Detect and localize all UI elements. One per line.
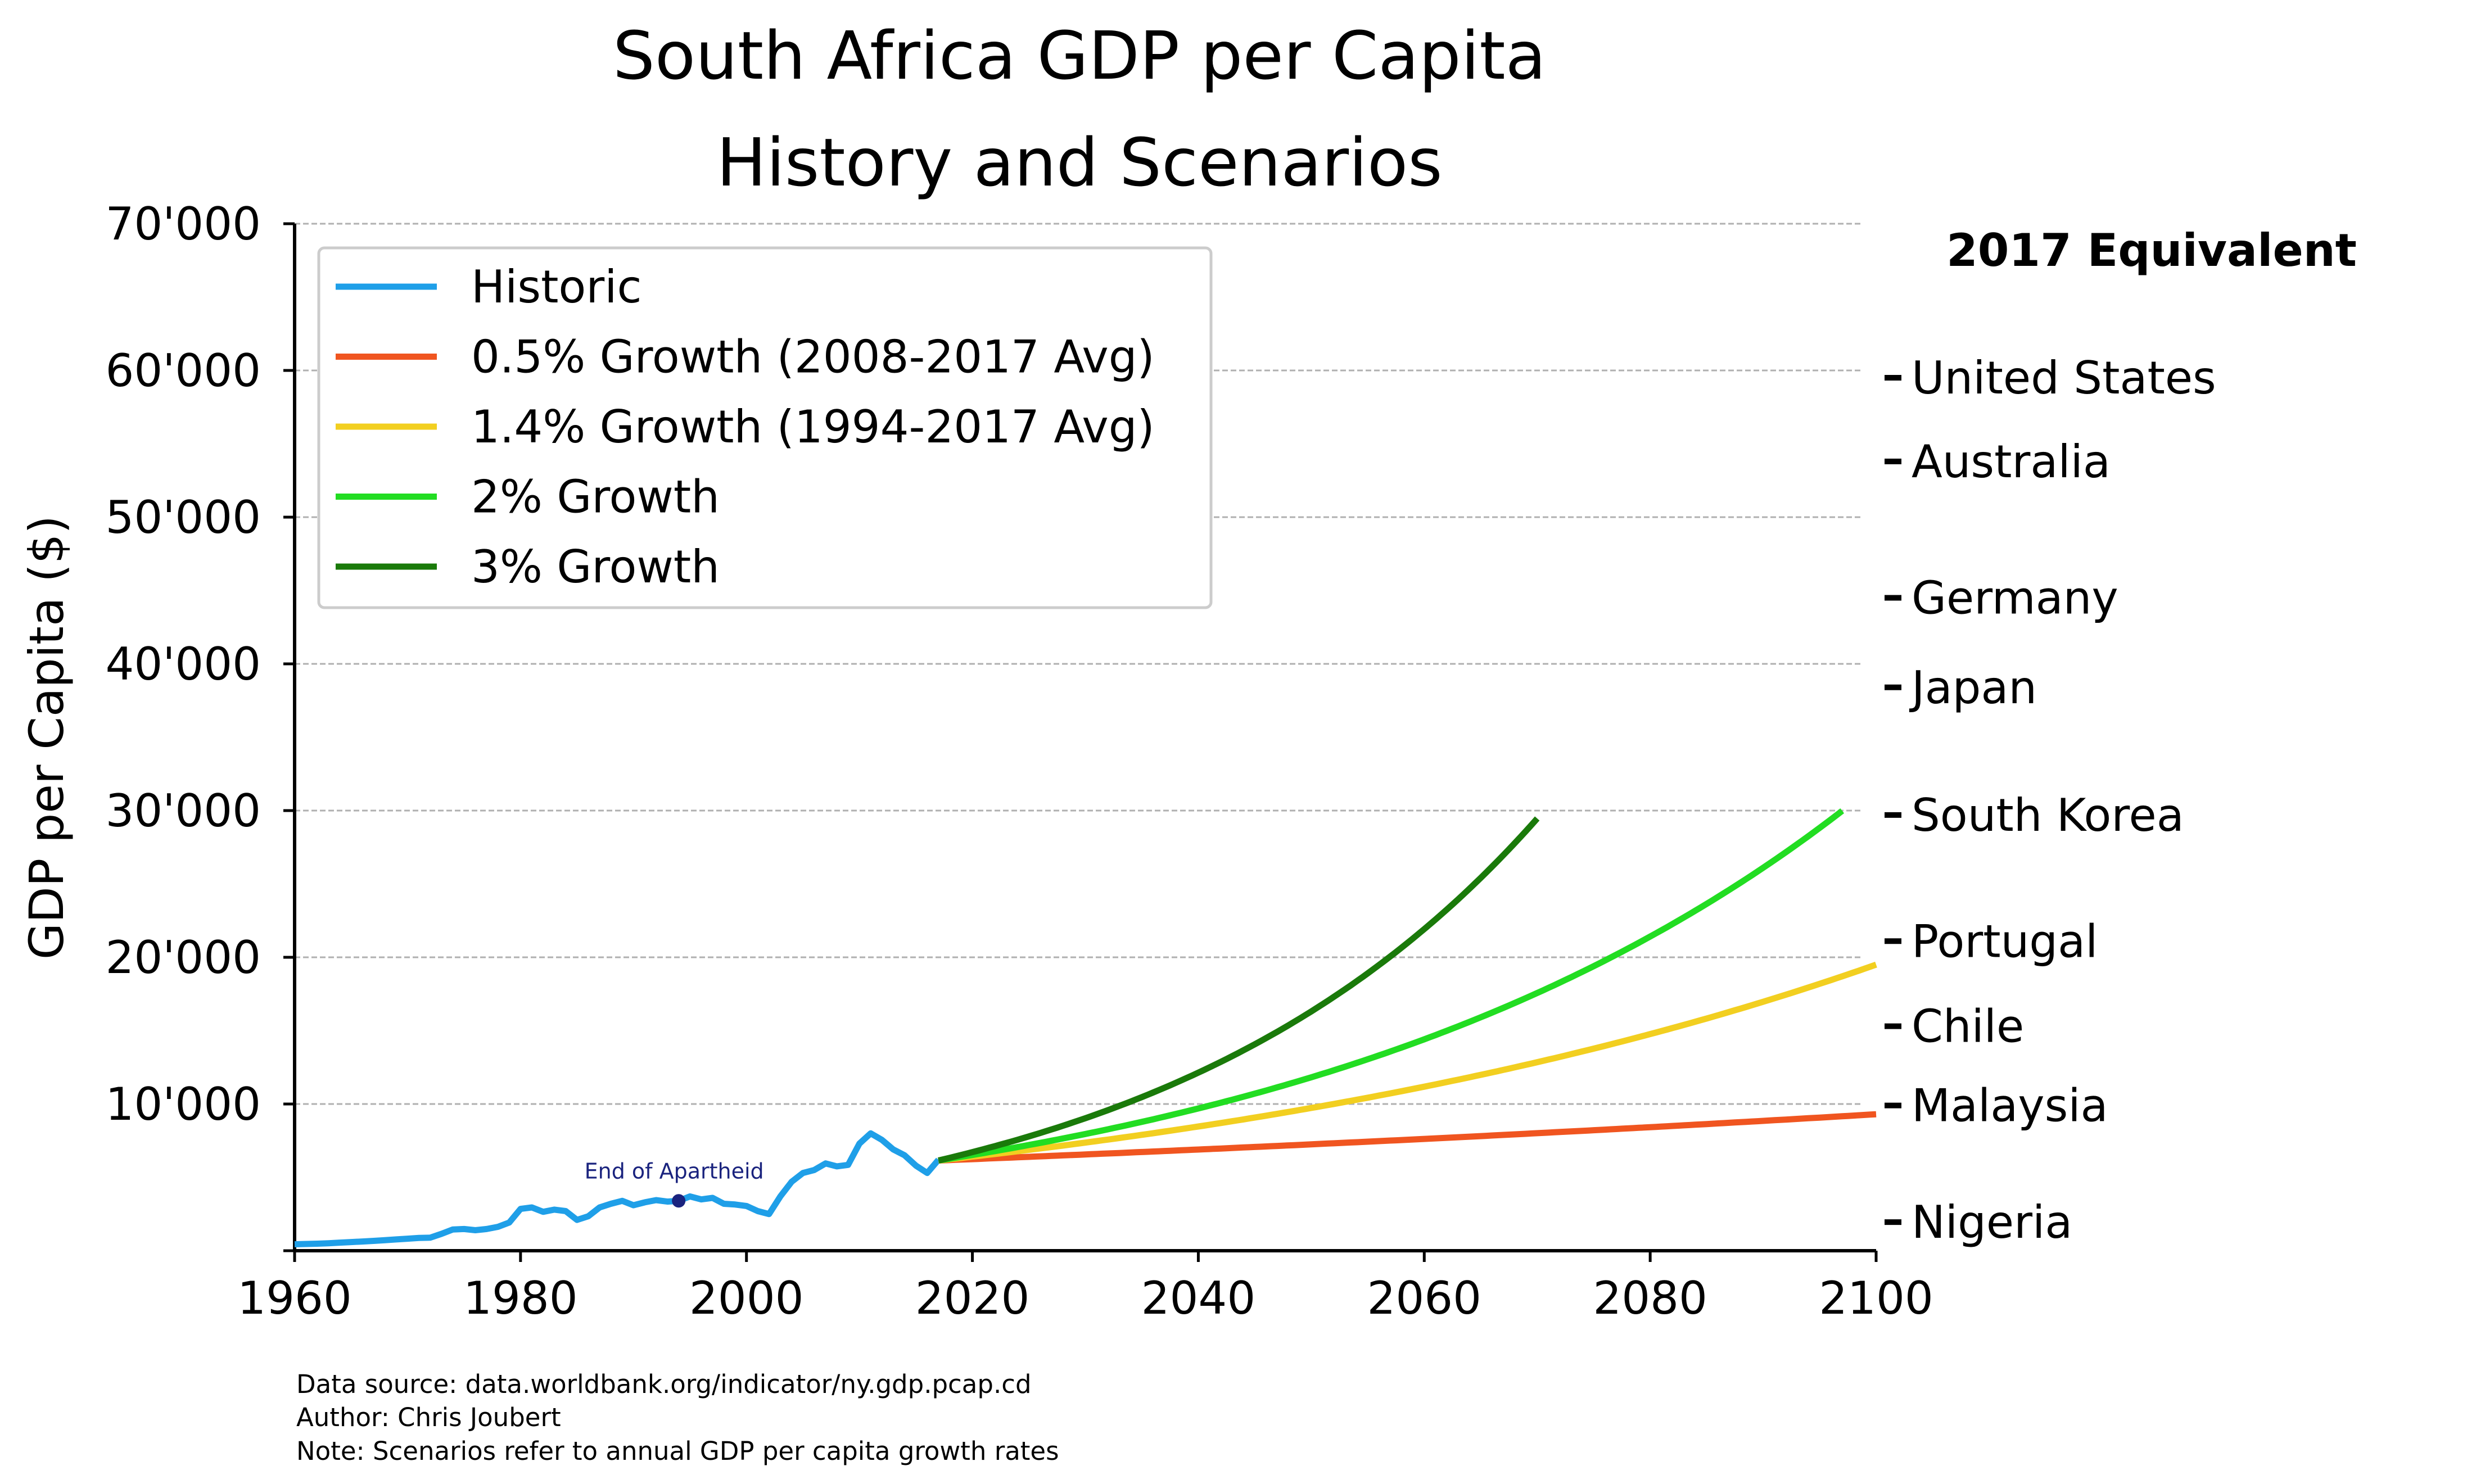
country-label: South Korea — [1912, 789, 2184, 841]
country-label: United States — [1912, 352, 2216, 404]
legend-entries: Historic 0.5% Growth (2008-2017 Avg) 1.4% … — [336, 261, 1155, 593]
y-tick-label: 30'000 — [106, 785, 261, 837]
apartheid-marker — [672, 1194, 686, 1208]
y-tick-label: 60'000 — [106, 345, 261, 397]
x-tick-label: 1960 — [237, 1272, 352, 1324]
country-label: Japan — [1909, 662, 2037, 714]
apartheid-annotation: End of Apartheid — [585, 1159, 764, 1183]
y-tick-label: 40'000 — [106, 638, 261, 690]
country-label: Germany — [1912, 572, 2118, 625]
series-line-2 — [938, 961, 1877, 1164]
chart-title-line1: South Africa GDP per Capita — [613, 17, 1546, 94]
country-label: Malaysia — [1912, 1080, 2108, 1132]
legend: Historic 0.5% Growth (2008-2017 Avg) 1.4% … — [317, 246, 1213, 609]
y-tick-label: 70'000 — [106, 198, 261, 250]
footnote-note: Note: Scenarios refer to annual GDP per … — [296, 1436, 1059, 1466]
x-tick-label: 1980 — [463, 1272, 578, 1324]
country-label: Australia — [1912, 436, 2111, 488]
country-label: Portugal — [1912, 915, 2098, 967]
series-line-3 — [938, 808, 1845, 1164]
equivalent-heading: 2017 Equivalent — [1946, 224, 2357, 277]
y-axis-ticks: 10'000 20'000 30'000 40'000 50'000 60'000 70'0… — [106, 198, 295, 1252]
x-tick-label: 2020 — [915, 1272, 1030, 1324]
x-tick-label: 2060 — [1367, 1272, 1481, 1324]
legend-label: 2% Growth — [471, 471, 720, 523]
series-line-1 — [938, 1111, 1877, 1164]
country-label: Nigeria — [1912, 1196, 2072, 1248]
series-line-0 — [294, 1130, 941, 1247]
x-tick-label: 2080 — [1593, 1272, 1707, 1324]
x-tick-label: 2100 — [1819, 1272, 1933, 1324]
y-tick-label: 10'000 — [106, 1078, 261, 1130]
x-axis-ticks: 1960 1980 2000 2020 2040 2060 2080 2100 — [237, 1251, 1933, 1324]
y-axis-label: GDP per Capita ($) — [19, 515, 74, 960]
legend-label: Historic — [471, 261, 641, 313]
legend-label: 1.4% Growth (1994-2017 Avg) — [471, 401, 1155, 453]
footnote-author: Author: Chris Joubert — [296, 1402, 561, 1432]
country-markers: United States Australia Germany Japan South … — [1885, 352, 2216, 1248]
legend-label: 0.5% Growth (2008-2017 Avg) — [471, 331, 1155, 383]
x-tick-label: 2040 — [1141, 1272, 1256, 1324]
chart-title-line2: History and Scenarios — [716, 124, 1442, 201]
legend-box — [317, 246, 1213, 609]
x-tick-label: 2000 — [689, 1272, 804, 1324]
country-label: Chile — [1912, 1001, 2024, 1053]
legend-label: 3% Growth — [471, 541, 720, 593]
series-line-4 — [938, 816, 1540, 1164]
series-lines — [294, 808, 1877, 1247]
footnote-source: Data source: data.worldbank.org/indicato… — [296, 1369, 1032, 1399]
y-tick-label: 50'000 — [106, 491, 261, 544]
y-tick-label: 20'000 — [106, 931, 261, 984]
